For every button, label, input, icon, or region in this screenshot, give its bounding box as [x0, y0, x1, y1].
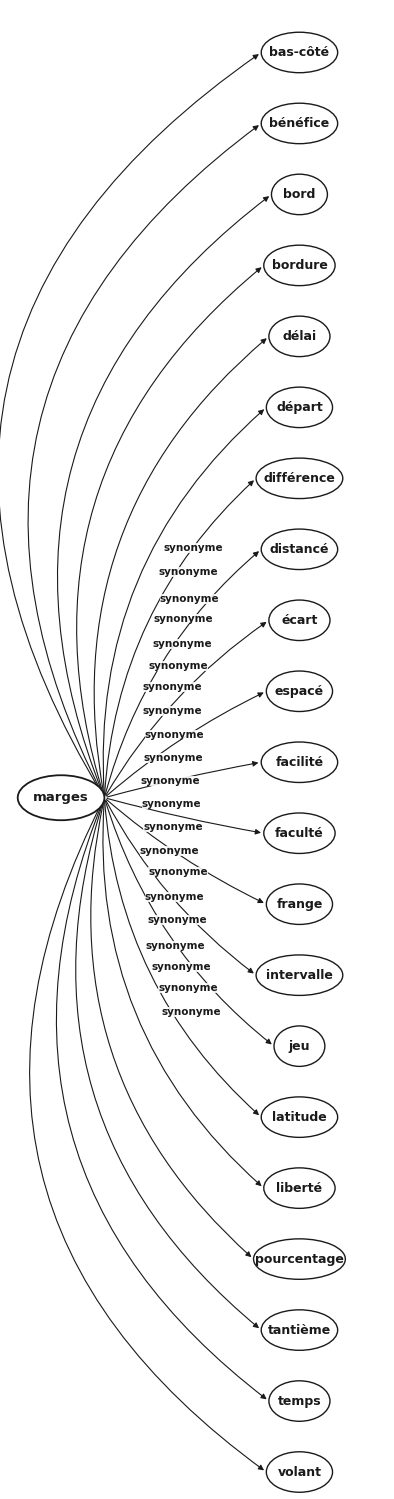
- FancyArrowPatch shape: [58, 196, 268, 794]
- Text: synonyme: synonyme: [159, 567, 219, 577]
- Text: synonyme: synonyme: [161, 1007, 221, 1016]
- FancyArrowPatch shape: [107, 799, 260, 833]
- Text: délai: délai: [282, 330, 316, 343]
- FancyArrowPatch shape: [106, 693, 263, 796]
- FancyArrowPatch shape: [105, 800, 258, 1114]
- FancyArrowPatch shape: [76, 268, 261, 794]
- Text: synonyme: synonyme: [163, 544, 223, 553]
- FancyArrowPatch shape: [106, 800, 253, 973]
- FancyArrowPatch shape: [104, 481, 253, 794]
- FancyArrowPatch shape: [30, 800, 263, 1469]
- Text: synonyme: synonyme: [152, 639, 212, 649]
- Ellipse shape: [18, 775, 104, 820]
- Text: pourcentage: pourcentage: [255, 1253, 344, 1265]
- FancyArrowPatch shape: [91, 800, 251, 1256]
- Ellipse shape: [261, 1310, 338, 1351]
- FancyArrowPatch shape: [107, 761, 257, 797]
- Text: synonyme: synonyme: [145, 730, 204, 741]
- Text: facilité: facilité: [275, 755, 323, 769]
- Text: synonyme: synonyme: [141, 799, 201, 809]
- Ellipse shape: [266, 672, 333, 712]
- Ellipse shape: [266, 884, 333, 925]
- FancyArrowPatch shape: [105, 552, 258, 794]
- Text: différence: différence: [264, 472, 335, 484]
- Text: espacé: espacé: [275, 685, 324, 697]
- Text: synonyme: synonyme: [139, 847, 199, 856]
- Text: faculté: faculté: [275, 827, 324, 839]
- Text: synonyme: synonyme: [152, 962, 212, 973]
- Text: synonyme: synonyme: [148, 914, 207, 925]
- FancyArrowPatch shape: [0, 55, 258, 796]
- Ellipse shape: [274, 1025, 325, 1066]
- Text: frange: frange: [276, 898, 323, 911]
- FancyArrowPatch shape: [94, 339, 266, 794]
- Text: distancé: distancé: [269, 543, 329, 556]
- Ellipse shape: [269, 1381, 330, 1421]
- Ellipse shape: [261, 742, 338, 782]
- Ellipse shape: [266, 387, 333, 427]
- Text: volant: volant: [277, 1466, 322, 1478]
- Ellipse shape: [264, 1168, 335, 1208]
- FancyArrowPatch shape: [56, 800, 266, 1399]
- Ellipse shape: [269, 316, 330, 357]
- Ellipse shape: [254, 1238, 345, 1279]
- Ellipse shape: [261, 33, 338, 73]
- Ellipse shape: [264, 812, 335, 853]
- Text: temps: temps: [278, 1394, 321, 1408]
- Text: synonyme: synonyme: [143, 752, 203, 763]
- Ellipse shape: [256, 955, 343, 995]
- Text: tantième: tantième: [268, 1324, 331, 1337]
- Text: synonyme: synonyme: [158, 983, 218, 992]
- Ellipse shape: [261, 529, 338, 570]
- Text: bord: bord: [283, 187, 316, 201]
- FancyArrowPatch shape: [105, 800, 271, 1043]
- Text: synonyme: synonyme: [153, 615, 213, 624]
- Text: synonyme: synonyme: [160, 594, 219, 604]
- Ellipse shape: [269, 600, 330, 640]
- Text: marges: marges: [33, 791, 89, 805]
- Text: bordure: bordure: [271, 259, 327, 271]
- Text: départ: départ: [276, 400, 323, 414]
- FancyArrowPatch shape: [106, 799, 263, 902]
- Text: synonyme: synonyme: [149, 868, 208, 877]
- FancyArrowPatch shape: [103, 411, 263, 794]
- FancyArrowPatch shape: [76, 800, 258, 1328]
- Text: jeu: jeu: [289, 1040, 310, 1052]
- Text: écart: écart: [281, 613, 318, 627]
- FancyArrowPatch shape: [28, 126, 258, 796]
- FancyArrowPatch shape: [106, 622, 266, 796]
- Text: synonyme: synonyme: [149, 661, 208, 672]
- Text: synonyme: synonyme: [141, 776, 200, 785]
- Ellipse shape: [266, 1451, 333, 1492]
- Text: synonyme: synonyme: [146, 941, 206, 950]
- Text: synonyme: synonyme: [143, 823, 203, 832]
- Ellipse shape: [261, 103, 338, 144]
- Ellipse shape: [256, 459, 343, 499]
- Text: intervalle: intervalle: [266, 968, 333, 982]
- Text: liberté: liberté: [276, 1181, 323, 1195]
- FancyArrowPatch shape: [103, 800, 261, 1186]
- Ellipse shape: [271, 174, 327, 214]
- Text: synonyme: synonyme: [143, 706, 203, 717]
- Text: synonyme: synonyme: [145, 892, 204, 902]
- Text: latitude: latitude: [272, 1111, 327, 1124]
- Text: synonyme: synonyme: [143, 682, 202, 693]
- Text: bas-côté: bas-côté: [269, 46, 329, 58]
- Ellipse shape: [261, 1097, 338, 1138]
- Text: bénéfice: bénéfice: [269, 117, 329, 130]
- Ellipse shape: [264, 246, 335, 286]
